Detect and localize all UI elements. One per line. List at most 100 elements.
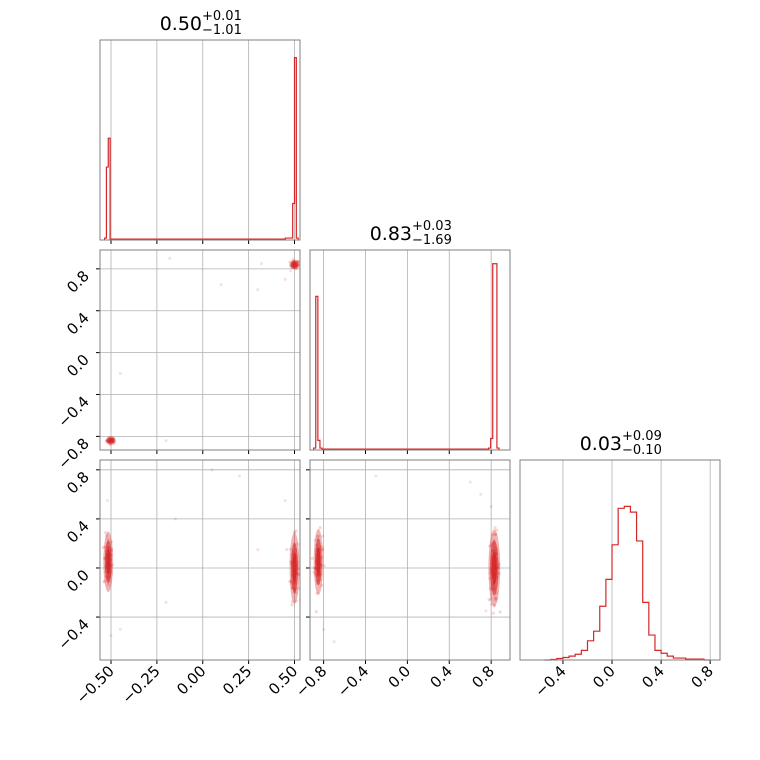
tick-label-x: 0.0 (385, 662, 415, 692)
tick-label-y: 0.4 (63, 517, 93, 547)
title-lower-error: −0.10 (622, 443, 662, 458)
scatter-point (109, 540, 114, 544)
histogram-bin (587, 641, 593, 660)
title-upper-error: +0.01 (202, 9, 242, 24)
titles-layer: 0.50 +0.01−1.01 0.83 +0.03−1.69 0.03 +0.09−0.… (160, 9, 662, 458)
tick-label-x: −0.4 (531, 662, 569, 700)
scatter-point (498, 610, 502, 614)
scatter-outlier (105, 498, 109, 502)
scatter-point (102, 580, 106, 584)
panel-frame (309, 249, 511, 451)
tick-label-x: 0.8 (468, 662, 498, 692)
tick-label-x: 0.4 (426, 662, 456, 692)
scatter-outlier (283, 498, 287, 502)
scatter-outlier (164, 600, 168, 604)
scatter-panel-0-2: −0.50 −0.25 0.00 0.25 0.50−0.40.00.40.8 (54, 459, 301, 707)
title-value: 0.50 (160, 13, 202, 35)
histogram-panel-1 (309, 249, 511, 454)
tick-label-x: −0.8 (292, 662, 330, 700)
tick-label-y: −0.4 (54, 615, 92, 653)
density-contour-inner (292, 552, 297, 584)
panel-title-0: 0.50 +0.01−1.01 (160, 9, 242, 38)
histogram-step-line (544, 505, 711, 661)
histogram-bin (581, 650, 587, 660)
scatter-point (315, 534, 320, 539)
tick-label-x: −0.50 (73, 662, 118, 707)
scatter-point (321, 534, 325, 538)
scatter-point (315, 591, 319, 595)
density-contour-inner (316, 547, 321, 576)
title-upper-error: +0.09 (622, 429, 662, 444)
panel-frame (99, 249, 301, 451)
scatter-point (105, 534, 109, 538)
title-lower-error: −1.01 (202, 23, 242, 38)
panel-title-2: 0.03 +0.09−0.10 (580, 429, 662, 458)
histogram-bin (643, 602, 649, 660)
scatter-outlier (283, 277, 287, 281)
panel-frame (519, 459, 721, 661)
density-contour-inner (292, 262, 297, 267)
scatter-point (313, 538, 317, 542)
scatter-points (310, 474, 502, 644)
scatter-outlier (332, 640, 336, 644)
histogram-bin (624, 506, 630, 660)
scatter-outlier (210, 468, 214, 472)
scatter-outlier (237, 474, 241, 478)
scatter-point (296, 586, 300, 590)
histogram-step-line (313, 263, 500, 450)
histogram-bin (618, 508, 624, 660)
scatter-point (489, 597, 493, 601)
scatter-point (493, 596, 497, 600)
histogram-bin (606, 579, 612, 660)
tick-label-x: 0.0 (589, 662, 619, 692)
scatter-point (108, 443, 112, 447)
scatter-point (106, 537, 110, 541)
scatter-point (492, 604, 496, 608)
histogram-bin (661, 653, 667, 660)
scatter-panel-0-1: −0.8−0.4 0.0 0.4 0.8 (54, 249, 301, 473)
scatter-outlier (374, 474, 378, 478)
scatter-point (294, 267, 298, 271)
panel-frame (99, 39, 301, 241)
scatter-point (290, 603, 294, 607)
scatter-point (494, 532, 498, 537)
scatter-point (321, 548, 325, 552)
scatter-point (312, 565, 316, 570)
histogram-bin (575, 654, 581, 660)
scatter-point (491, 611, 495, 615)
density-contour-inner (491, 551, 497, 585)
scatter-point (288, 579, 292, 584)
scatter-point (318, 525, 322, 530)
tick-label-x: 0.25 (219, 662, 255, 698)
scatter-outlier (256, 288, 260, 292)
scatter-outlier (118, 372, 122, 376)
scatter-point (494, 597, 498, 601)
scatter-point (312, 570, 316, 574)
scatter-outlier (489, 505, 493, 509)
panel-frame (99, 459, 301, 661)
histogram-bin (612, 545, 618, 660)
tick-label-y: 0.8 (63, 267, 93, 297)
scatter-point (294, 529, 298, 533)
scatter-point (493, 526, 497, 530)
histogram-bin (655, 650, 661, 660)
scatter-outlier (259, 262, 263, 266)
histogram-bin (630, 512, 636, 660)
scatter-point (294, 599, 299, 603)
tick-label-y: −0.8 (54, 434, 92, 472)
tick-label-x: 0.00 (173, 662, 209, 698)
panel-frame (309, 459, 511, 661)
scatter-point (320, 583, 324, 588)
scatter-point (297, 572, 300, 576)
histogram-panel-0 (99, 39, 301, 244)
scatter-outlier (256, 548, 260, 552)
scatter-points (101, 468, 300, 637)
scatter-point (285, 547, 289, 552)
tick-label-y: −0.4 (54, 393, 92, 431)
panels-layer: −0.4 0.0 0.4 0.8−0.8−0.40.00.40.8−0.50 −0.25… (54, 39, 721, 707)
scatter-point (288, 547, 293, 551)
scatter-outlier (484, 609, 488, 613)
scatter-point (296, 542, 300, 546)
scatter-outlier (479, 492, 483, 496)
